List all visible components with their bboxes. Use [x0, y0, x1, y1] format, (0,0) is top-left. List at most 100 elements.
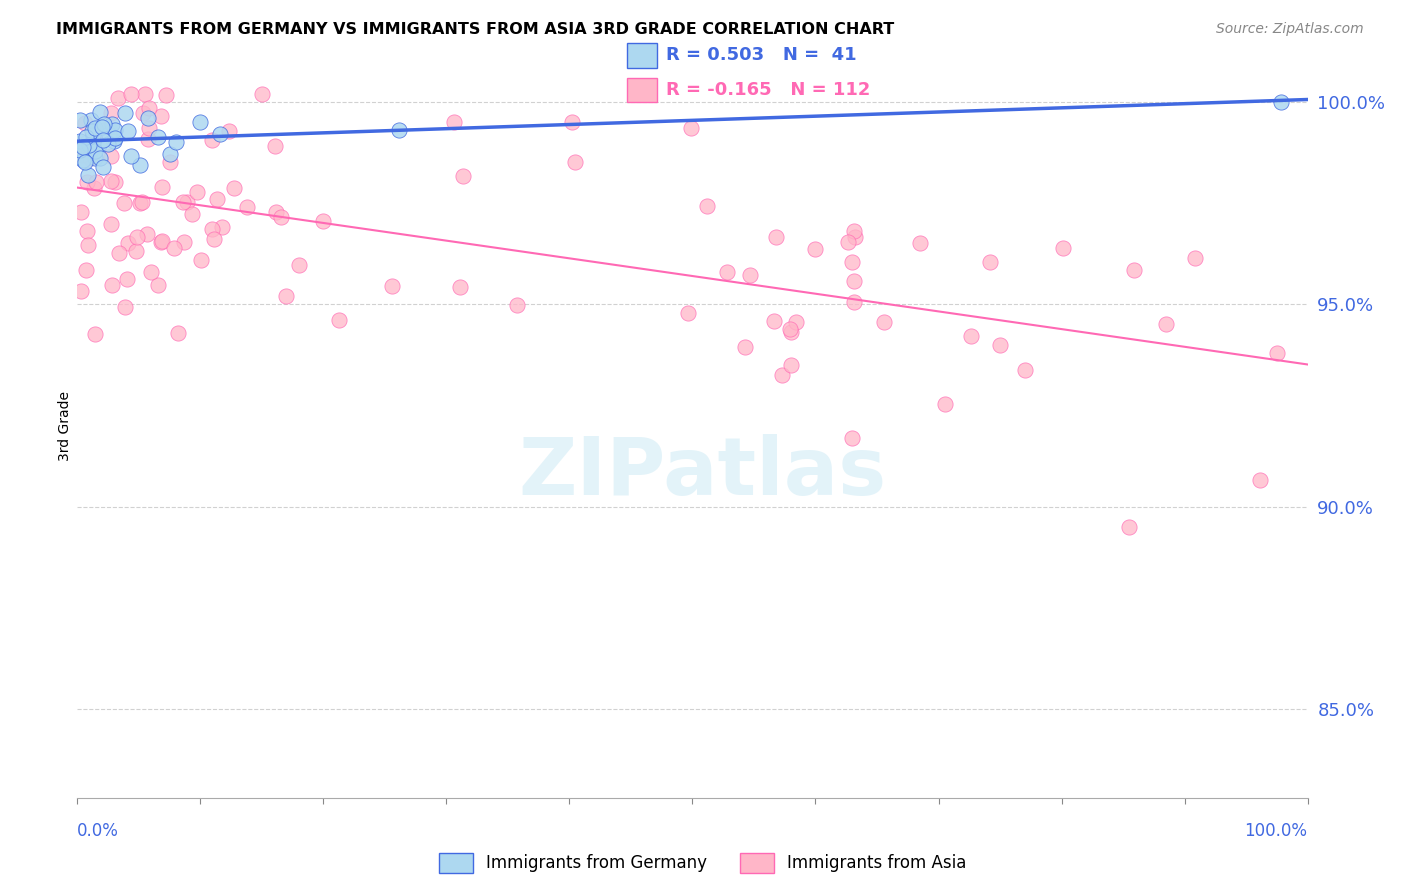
Point — [69, 143, 91, 157]
Point — [138, 121, 160, 136]
Point — [779, 322, 801, 336]
Point — [1118, 520, 1140, 534]
Point — [72, 140, 94, 154]
Point — [201, 222, 224, 236]
Point — [148, 278, 170, 293]
Point — [449, 280, 471, 294]
Point — [82, 124, 104, 138]
Point — [328, 312, 350, 326]
Point — [841, 431, 863, 445]
Point — [201, 133, 224, 147]
Point — [681, 121, 703, 136]
Point — [288, 258, 311, 272]
Point — [188, 115, 211, 129]
Point — [988, 338, 1011, 352]
Point — [1249, 473, 1271, 487]
Point — [72, 148, 94, 162]
Point — [211, 219, 233, 234]
Point — [107, 91, 129, 105]
Point — [104, 131, 127, 145]
Point — [86, 175, 108, 189]
Point — [125, 230, 148, 244]
Point — [75, 263, 97, 277]
Point — [148, 130, 170, 145]
Bar — [627, 44, 657, 68]
Point — [97, 136, 120, 151]
Point — [79, 151, 101, 165]
Point — [159, 154, 181, 169]
Point — [780, 358, 803, 372]
Point — [69, 112, 91, 127]
Point — [76, 175, 98, 189]
Point — [89, 138, 111, 153]
Point — [82, 128, 104, 142]
Point — [222, 181, 245, 195]
Point — [780, 325, 803, 339]
Point — [844, 224, 866, 238]
Point — [132, 106, 155, 120]
Point — [209, 127, 232, 141]
Point — [202, 232, 225, 246]
Point — [112, 196, 135, 211]
Point — [785, 315, 807, 329]
Point — [103, 134, 125, 148]
Point — [91, 160, 114, 174]
Point — [90, 120, 112, 135]
Point — [101, 278, 124, 293]
Point — [131, 194, 153, 209]
Point — [264, 204, 287, 219]
Point — [101, 117, 124, 131]
Point — [1184, 251, 1206, 265]
Point — [561, 115, 583, 129]
Point — [311, 213, 333, 227]
Point — [150, 179, 173, 194]
Point — [270, 210, 292, 224]
Legend: Immigrants from Germany, Immigrants from Asia: Immigrants from Germany, Immigrants from… — [433, 847, 973, 880]
Point — [959, 329, 981, 343]
Point — [76, 238, 98, 252]
Point — [908, 236, 931, 251]
Point — [1270, 95, 1292, 109]
Point — [100, 217, 122, 231]
Point — [207, 192, 229, 206]
Bar — [627, 78, 657, 103]
Text: ZIPatlas: ZIPatlas — [519, 434, 887, 512]
Point — [844, 230, 866, 244]
Point — [128, 158, 150, 172]
Point — [837, 235, 859, 250]
Point — [381, 279, 404, 293]
Point — [564, 155, 586, 169]
Point — [150, 235, 173, 250]
Point — [117, 235, 139, 250]
Point — [236, 201, 259, 215]
Point — [114, 300, 136, 314]
Point — [138, 101, 160, 115]
Point — [77, 138, 100, 153]
Point — [76, 135, 98, 149]
Point — [108, 246, 131, 260]
Point — [172, 194, 194, 209]
Point — [167, 326, 190, 340]
Point — [218, 124, 240, 138]
Point — [136, 132, 159, 146]
Point — [696, 199, 718, 213]
Point — [176, 195, 198, 210]
Point — [104, 123, 127, 137]
Point — [734, 340, 756, 354]
Point — [76, 224, 98, 238]
Point — [89, 151, 111, 165]
Point — [100, 174, 122, 188]
Text: Source: ZipAtlas.com: Source: ZipAtlas.com — [1216, 22, 1364, 37]
Point — [979, 254, 1001, 268]
Point — [842, 294, 865, 309]
Point — [738, 268, 761, 283]
Text: R = -0.165   N = 112: R = -0.165 N = 112 — [666, 81, 870, 99]
Point — [150, 110, 173, 124]
Point — [765, 230, 787, 244]
Text: IMMIGRANTS FROM GERMANY VS IMMIGRANTS FROM ASIA 3RD GRADE CORRELATION CHART: IMMIGRANTS FROM GERMANY VS IMMIGRANTS FR… — [56, 22, 894, 37]
Point — [763, 314, 786, 328]
Point — [155, 88, 177, 103]
Point — [443, 115, 465, 129]
Point — [70, 284, 93, 298]
Point — [117, 124, 139, 138]
